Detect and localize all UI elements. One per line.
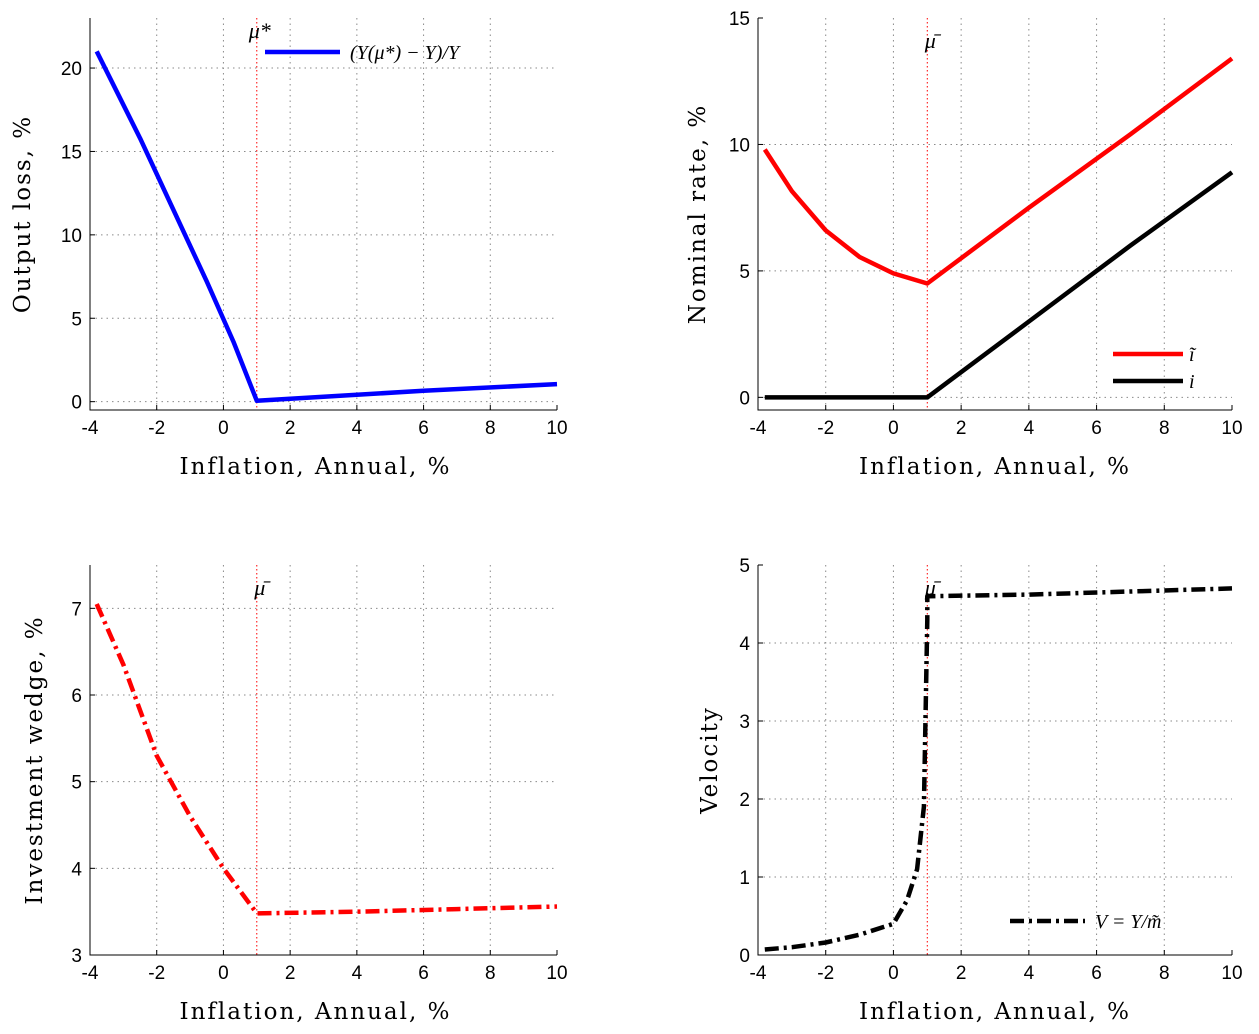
y-tick-label: 0 (71, 393, 82, 414)
x-tick-label: 10 (546, 963, 567, 984)
y-tick-label: 5 (71, 773, 82, 794)
x-axis-label: Inflation, Annual, % (180, 999, 452, 1025)
x-tick-label: 4 (1024, 963, 1035, 984)
legend-entry: i (1189, 371, 1195, 393)
y-tick-label: 15 (729, 9, 750, 30)
chart-panel-1: μ* -4 -2 0 2 4 6 8 10 0 5 10 15 20 Inflation, Annual, … (10, 18, 568, 480)
x-tick-label: 0 (888, 963, 899, 984)
axes (757, 18, 1232, 411)
chart-panel-3: μ̄ -4 -2 0 2 4 6 8 10 3 4 5 6 7 Inflation, Annual, % In… (22, 565, 568, 1025)
y-tick-label: 6 (71, 686, 82, 707)
y-axis-label: Nominal rate, % (685, 104, 711, 324)
x-tick-label: 6 (1091, 418, 1102, 439)
series-line-1 (762, 56, 1234, 286)
x-tick-label: -4 (82, 418, 99, 439)
y-axis-label: Velocity (697, 706, 723, 815)
x-tick-label: 6 (418, 963, 429, 984)
x-tick-label: 8 (485, 963, 496, 984)
y-tick-label: 5 (739, 556, 750, 577)
y-tick-label: 3 (71, 946, 82, 967)
x-tick-label: 0 (888, 418, 899, 439)
reference-line-label: μ̄ (253, 575, 271, 600)
x-tick-label: 0 (218, 963, 229, 984)
y-tick-label: 3 (739, 712, 750, 733)
x-tick-label: 4 (352, 963, 363, 984)
y-axis-label: Output loss, % (10, 115, 36, 313)
y-tick-label: 4 (739, 634, 750, 655)
y-tick-label: 10 (729, 135, 750, 156)
y-tick-label: 5 (739, 262, 750, 283)
x-tick-label: 10 (1221, 963, 1242, 984)
x-tick-label: 8 (1159, 418, 1170, 439)
series-line-1 (94, 50, 558, 404)
x-tick-label: 0 (218, 418, 229, 439)
x-axis-label: Inflation, Annual, % (859, 999, 1131, 1025)
x-tick-label: 6 (418, 418, 429, 439)
series-line-2 (764, 170, 1234, 400)
x-tick-label: 4 (1024, 418, 1035, 439)
x-tick-label: 2 (285, 963, 296, 984)
legend-entry: V = Y/m̃ (1095, 911, 1161, 933)
legend-entry: ĩ (1189, 344, 1197, 366)
y-tick-label: 10 (61, 226, 82, 247)
x-tick-label: 10 (546, 418, 567, 439)
y-tick-label: 2 (739, 790, 750, 811)
y-tick-label: 4 (71, 859, 82, 880)
y-tick-label: 5 (71, 309, 82, 330)
legend: ĩi (1113, 344, 1197, 393)
x-tick-label: 8 (485, 418, 496, 439)
chart-panel-2: μ̄ -4 -2 0 2 4 6 8 10 0 5 10 15 Inflation, Annual, % N… (685, 9, 1243, 480)
x-tick-label: 2 (285, 418, 296, 439)
x-axis-label: Inflation, Annual, % (859, 454, 1131, 480)
x-tick-label: 2 (956, 418, 967, 439)
x-tick-label: 2 (956, 963, 967, 984)
series-line-1 (94, 603, 558, 916)
x-tick-label: -4 (750, 963, 767, 984)
x-axis-label: Inflation, Annual, % (180, 454, 452, 480)
legend-entry: (Y(μ*) − Y)/Y (350, 42, 461, 64)
x-tick-label: -4 (82, 963, 99, 984)
y-tick-label: 1 (739, 868, 750, 889)
y-tick-label: 7 (71, 599, 82, 620)
x-tick-label: -2 (817, 963, 834, 984)
y-tick-label: 0 (739, 946, 750, 967)
x-tick-label: -2 (148, 963, 165, 984)
x-tick-label: -4 (750, 418, 767, 439)
x-tick-label: 10 (1221, 418, 1242, 439)
y-tick-label: 0 (739, 388, 750, 409)
series-line-1 (764, 586, 1233, 952)
y-axis-label: Investment wedge, % (22, 615, 48, 904)
y-tick-label: 15 (61, 142, 82, 163)
legend: V = Y/m̃ (1010, 911, 1161, 933)
x-tick-label: -2 (148, 418, 165, 439)
x-tick-label: 8 (1159, 963, 1170, 984)
axes (757, 565, 1232, 956)
axes (89, 18, 557, 411)
x-tick-label: 6 (1091, 963, 1102, 984)
x-tick-label: 4 (352, 418, 363, 439)
reference-line-label: μ* (248, 18, 271, 43)
y-tick-label: 20 (61, 59, 82, 80)
x-tick-label: -2 (817, 418, 834, 439)
reference-line-label: μ̄ (924, 28, 942, 53)
legend: (Y(μ*) − Y)/Y (265, 42, 461, 64)
